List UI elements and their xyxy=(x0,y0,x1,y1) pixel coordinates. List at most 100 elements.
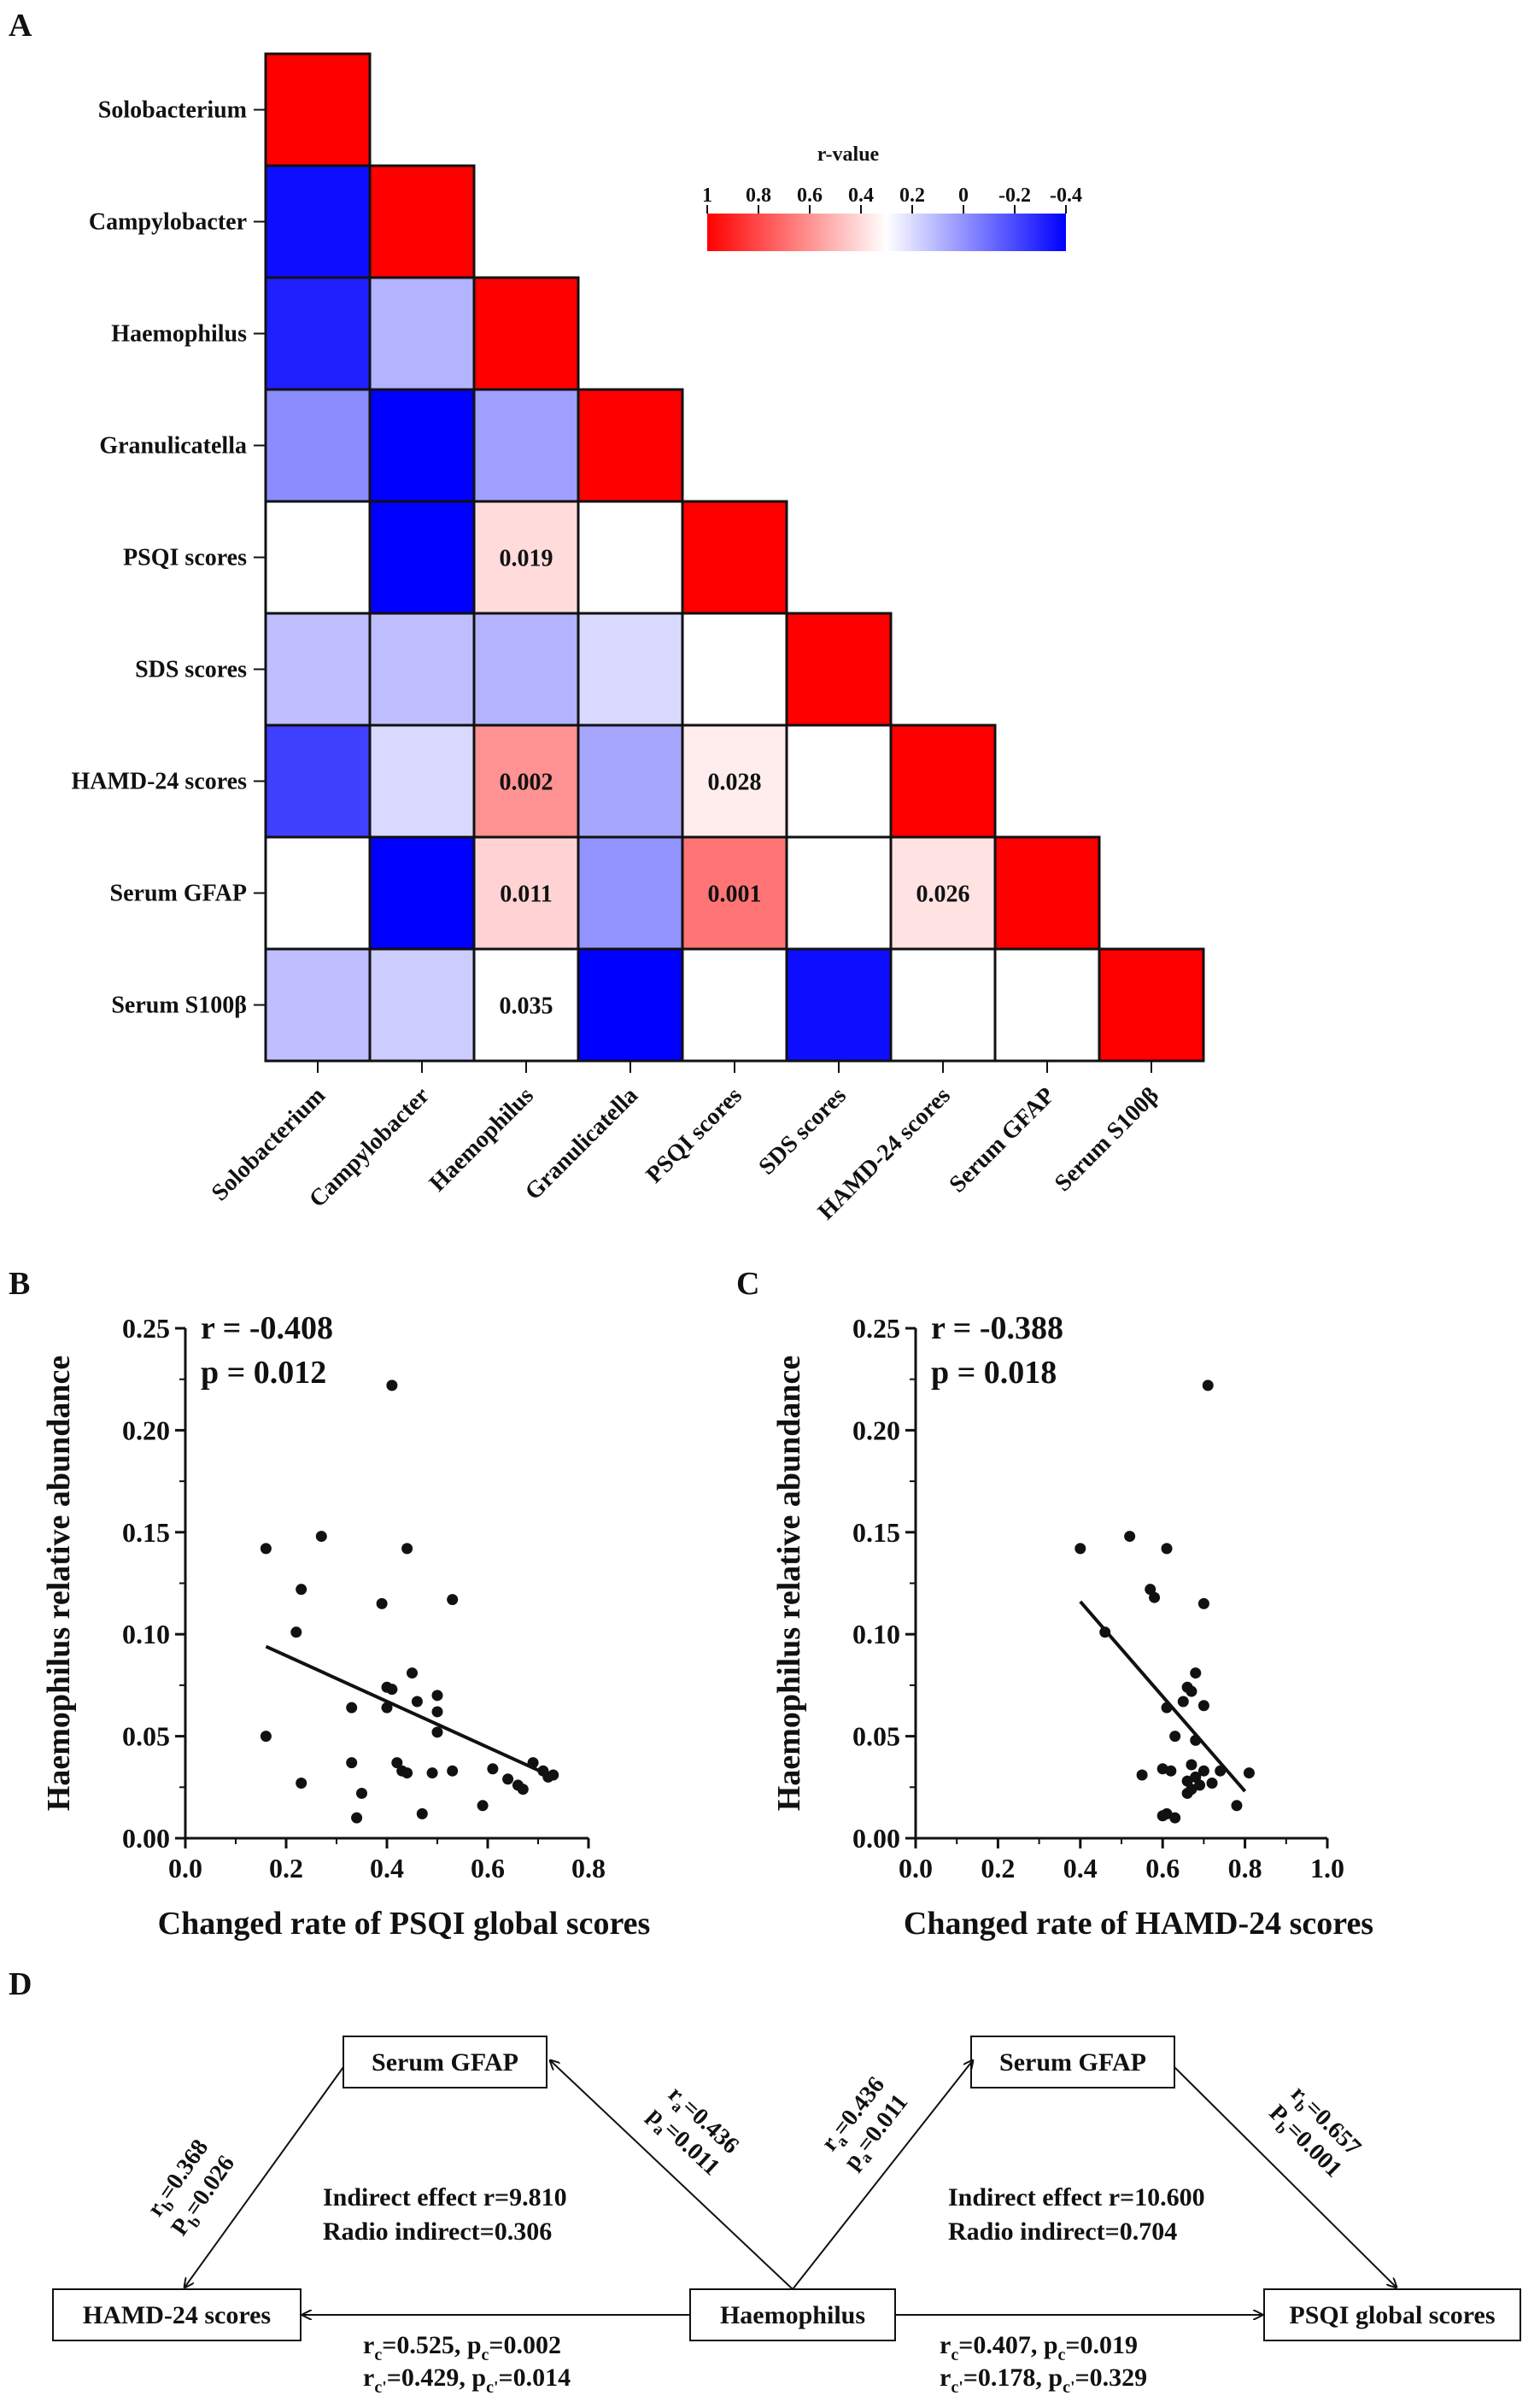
heatmap-cell-4-0 xyxy=(264,500,372,615)
data-point-6 xyxy=(376,1597,388,1609)
panel-label-b: B xyxy=(9,1266,30,1302)
heatmap-cell-7-7 xyxy=(993,835,1101,951)
data-point-11 xyxy=(431,1690,443,1702)
heatmap-cell-7-6 xyxy=(889,835,997,951)
data-point-32 xyxy=(1156,1810,1168,1822)
data-point-20 xyxy=(527,1757,539,1769)
heatmap-cell-8-7 xyxy=(993,947,1101,1063)
heatmap-cell-4-3 xyxy=(577,500,684,615)
heatmap-row-label-campylobacter: Campylobacter xyxy=(89,209,247,236)
y-axis-title: Haemophilus relative abundance xyxy=(41,1356,77,1811)
heatmap-col-label-haemophilus: Haemophilus xyxy=(425,1082,539,1197)
data-point-29 xyxy=(542,1771,554,1783)
data-point-28 xyxy=(1181,1787,1193,1799)
heatmap-cell-8-6 xyxy=(889,947,997,1063)
x-tick-label-0-4: 0.4 xyxy=(370,1853,404,1883)
stat-label-1: p = 0.012 xyxy=(201,1355,326,1391)
data-point-21 xyxy=(1215,1765,1227,1777)
stat-label-0: r = -0.408 xyxy=(201,1310,333,1346)
left-indirect-effect: Indirect effect r=9.810 xyxy=(323,2183,567,2211)
data-point-25 xyxy=(487,1763,499,1775)
heatmap-pvalue-6-2: 0.002 xyxy=(500,770,553,796)
heatmap-cell-3-0 xyxy=(264,388,372,503)
left-direct-effect-adjusted: rc'=0.429, pc'=0.014 xyxy=(363,2364,571,2396)
heatmap-cell-7-4 xyxy=(681,835,788,951)
right-indirect-effect: Indirect effect r=10.600 xyxy=(948,2183,1205,2211)
heatmap-pvalue-7-4: 0.001 xyxy=(708,882,762,908)
heatmap-row-label-granulicatella: Granulicatella xyxy=(99,433,247,460)
data-point-10 xyxy=(1186,1685,1197,1697)
data-point-19 xyxy=(391,1757,403,1769)
colorbar-tick-label-0-2: -0.2 xyxy=(998,185,1031,207)
data-point-28 xyxy=(502,1773,514,1785)
box-haemophilus xyxy=(689,2288,896,2341)
heatmap-cell-8-3 xyxy=(577,947,684,1063)
colorbar-tick-label-0-2: 0.2 xyxy=(899,185,925,207)
data-point-0 xyxy=(386,1380,398,1391)
data-point-2 xyxy=(1074,1543,1086,1555)
heatmap-cell-8-4 xyxy=(681,947,788,1063)
heatmap-cell-7-1 xyxy=(368,835,476,951)
x-tick-label-0-4: 0.4 xyxy=(1063,1853,1098,1883)
data-point-11 xyxy=(1177,1696,1189,1708)
heatmap-pvalue-4-2: 0.019 xyxy=(500,546,553,572)
colorbar-gradient xyxy=(707,214,1066,251)
stat-label-0: r = -0.388 xyxy=(931,1310,1063,1346)
y-tick-label-0-20: 0.20 xyxy=(852,1415,900,1445)
data-point-6 xyxy=(1197,1597,1209,1609)
heatmap-cell-8-2 xyxy=(472,947,580,1063)
box-gfap-right-label: Serum GFAP xyxy=(999,2048,1146,2077)
heatmap-cell-2-1 xyxy=(368,276,476,391)
x-tick-label-0-6: 0.6 xyxy=(471,1853,505,1883)
data-point-8 xyxy=(407,1667,418,1679)
colorbar: r-value 1 0.8 0.6 0.4 0.2 0 -0.2 -0.4 xyxy=(702,144,1082,251)
heatmap-cell-6-0 xyxy=(264,723,372,839)
colorbar-tick-label-0-6: 0.6 xyxy=(797,185,823,207)
heatmap-pvalue-7-6: 0.026 xyxy=(916,882,970,908)
data-point-20 xyxy=(1197,1765,1209,1777)
data-point-5 xyxy=(447,1594,459,1606)
data-point-27 xyxy=(426,1767,438,1779)
heatmap-col-label-serum-gfap: Serum GFAP xyxy=(945,1082,1060,1198)
box-gfap-right xyxy=(970,2036,1175,2088)
data-point-15 xyxy=(431,1706,443,1718)
left-path-a-labels: ra=0.436 pa=0.011 xyxy=(642,2081,744,2181)
data-point-25 xyxy=(1206,1778,1218,1790)
y-tick-label-0-20: 0.20 xyxy=(122,1415,170,1445)
y-tick-label-0-00: 0.00 xyxy=(852,1823,900,1854)
scatter-hamd: 0.00 0.05 0.10 0.15 0.20 0.25 0.0 0.2 0.4 0.6 0.8 1… xyxy=(771,1310,1373,1942)
heatmap-row-label-serum-s100: Serum S100β xyxy=(111,993,247,1019)
heatmap-cell-7-0 xyxy=(264,835,372,951)
y-tick-label-0-00: 0.00 xyxy=(122,1823,170,1854)
heatmap-pvalue-8-2: 0.035 xyxy=(500,993,553,1020)
data-point-13 xyxy=(346,1702,358,1714)
y-tick-label-0-05: 0.05 xyxy=(852,1721,900,1752)
data-point-1 xyxy=(1124,1531,1136,1543)
data-point-36 xyxy=(351,1812,363,1824)
heatmap-cell-8-0 xyxy=(264,947,372,1063)
x-axis-title: Changed rate of HAMD-24 scores xyxy=(904,1906,1373,1942)
box-psqi-label: PSQI global scores xyxy=(1289,2301,1495,2329)
x-axis-title: Changed rate of PSQI global scores xyxy=(158,1906,651,1942)
x-tick-label-0-2: 0.2 xyxy=(981,1853,1015,1883)
right-direct-effect: rc=0.407, pc=0.019 xyxy=(940,2331,1138,2364)
data-point-0 xyxy=(1202,1380,1214,1391)
heatmap-cell-5-2 xyxy=(472,612,580,727)
y-tick-label-0-25: 0.25 xyxy=(852,1313,900,1344)
heatmap-cell-5-4 xyxy=(681,612,788,727)
arrow-gfap-to-hamd xyxy=(184,2066,344,2288)
heatmap-cell-4-4 xyxy=(681,500,788,615)
y-tick-label-0-10: 0.10 xyxy=(852,1619,900,1649)
heatmap-cell-4-1 xyxy=(368,500,476,615)
heatmap-row-label-hamd-24-scores: HAMD-24 scores xyxy=(71,769,247,795)
data-point-1 xyxy=(315,1531,327,1543)
x-tick-label-0-8: 0.8 xyxy=(1228,1853,1262,1883)
scatter-psqi: 0.00 0.05 0.10 0.15 0.20 0.25 0.0 0.2 0.4 0.6 0.8 C… xyxy=(41,1310,650,1942)
box-hamd-label: HAMD-24 scores xyxy=(83,2301,271,2329)
box-gfap-left-label: Serum GFAP xyxy=(372,2048,518,2077)
heatmap-cell-0-0 xyxy=(264,52,372,167)
arrow-haemophilus-to-gfap-left xyxy=(550,2060,793,2290)
data-point-34 xyxy=(477,1800,489,1812)
heatmap-cell-8-1 xyxy=(368,947,476,1063)
